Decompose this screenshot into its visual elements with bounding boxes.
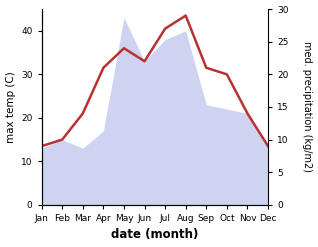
X-axis label: date (month): date (month) bbox=[111, 228, 198, 242]
Y-axis label: med. precipitation (kg/m2): med. precipitation (kg/m2) bbox=[302, 41, 313, 172]
Y-axis label: max temp (C): max temp (C) bbox=[5, 71, 16, 143]
